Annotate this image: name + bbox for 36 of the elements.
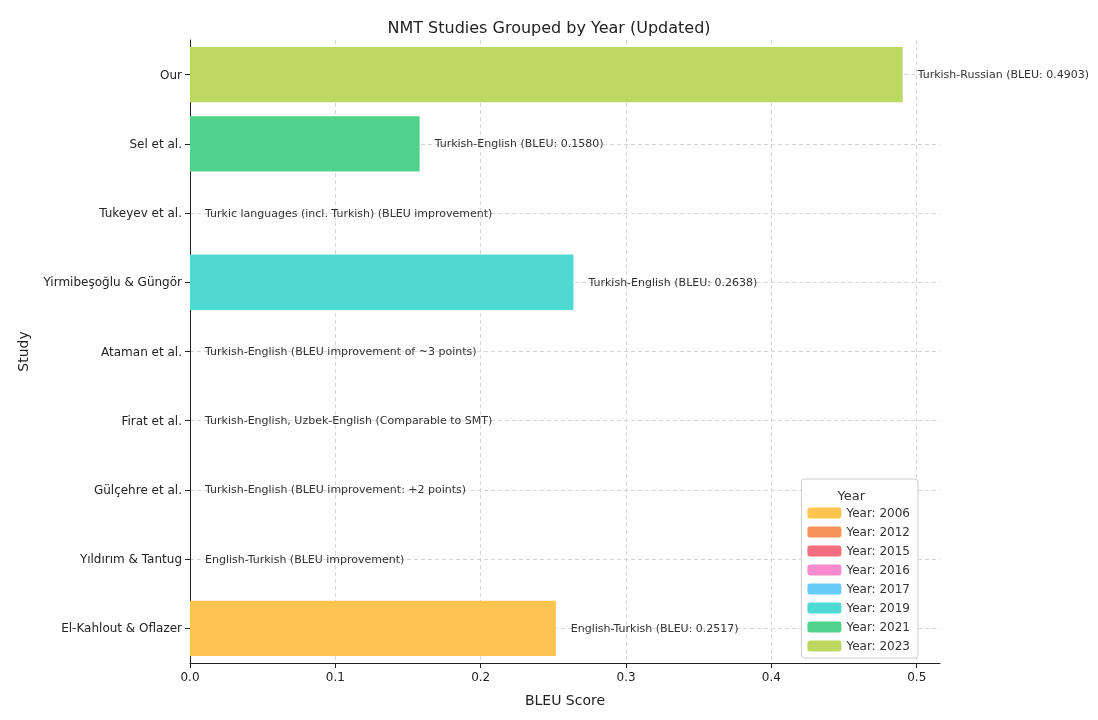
annotation: Turkish-English (BLEU improvement of ~3 points) [204,345,477,358]
data-label: English-Turkish (BLEU: 0.2517) [570,621,739,635]
y-tick-label: El-Kahlout & Oflazer [61,621,183,636]
y-tick-label: Tukeyev et al. [98,206,182,221]
y-tick-label: Gülçehre et al. [93,482,182,497]
y-tick-label: Yıldırım & Tantug [78,552,182,567]
x-tick-label: 0.2 [471,670,491,684]
legend-label: Year: 2016 [845,563,910,577]
annotation: Turkish-English, Uzbek-English (Comparable to SMT) [204,414,493,428]
chart-title: NMT Studies Grouped by Year (Updated) [387,17,711,37]
x-tick-label: 0.0 [180,670,200,684]
data-label: Turkish-Russian (BLEU: 0.4903) [916,68,1090,82]
x-axis-title: BLEU Score [524,692,606,708]
y-tick-label: Firat et al. [121,413,182,428]
x-tick-label: 0.3 [616,670,636,684]
y-axis-title: Study [15,331,31,372]
legend-label: Year: 2021 [845,620,910,634]
y-tick-label: Yirmibeşoğlu & Güngör [42,275,183,290]
x-tick-label: 0.1 [325,670,345,684]
y-tick-label: Ataman et al. [101,344,182,359]
legend-label: Year: 2019 [845,601,910,615]
y-tick-label: Sel et al. [129,136,182,151]
legend-label: Year: 2006 [845,506,910,520]
annotation: Turkish-English (BLEU improvement: +2 points) [204,483,467,497]
legend-label: Year: 2017 [845,582,910,596]
legend-label: Year: 2015 [845,544,910,558]
legend-label: Year: 2023 [845,639,910,653]
x-tick-label: 0.5 [907,670,927,684]
annotation: Turkic languages (incl. Turkish) (BLEU improvement) [204,206,493,220]
data-label: Turkish-English (BLEU: 0.1580) [433,137,604,151]
annotation: English-Turkish (BLEU improvement) [205,552,405,566]
x-tick-label: 0.4 [761,670,781,684]
legend-label: Year: 2012 [845,525,910,539]
data-label: Turkish-English (BLEU: 0.2638) [587,275,758,289]
y-tick-label: Our [160,67,183,82]
legend-title: Year [836,488,866,503]
